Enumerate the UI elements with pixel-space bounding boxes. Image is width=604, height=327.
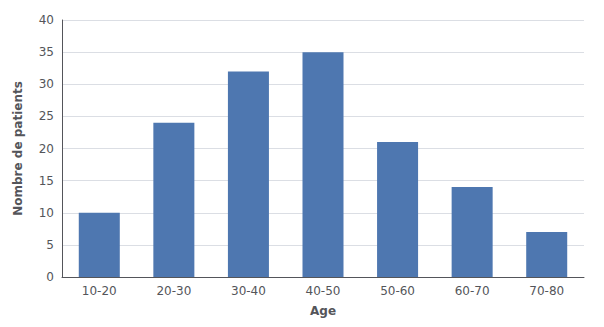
svg-text:70-80: 70-80 xyxy=(529,284,564,298)
svg-text:35: 35 xyxy=(39,45,54,59)
svg-text:Nombre de patients: Nombre de patients xyxy=(11,81,25,216)
svg-text:40-50: 40-50 xyxy=(306,284,341,298)
svg-text:50-60: 50-60 xyxy=(380,284,415,298)
svg-text:30-40: 30-40 xyxy=(231,284,266,298)
svg-text:15: 15 xyxy=(39,174,54,188)
svg-text:20: 20 xyxy=(39,142,54,156)
svg-text:5: 5 xyxy=(46,238,54,252)
svg-text:0: 0 xyxy=(46,270,54,284)
svg-text:30: 30 xyxy=(39,77,54,91)
svg-text:40: 40 xyxy=(39,13,54,27)
svg-text:Age: Age xyxy=(310,304,336,318)
svg-text:10-20: 10-20 xyxy=(82,284,117,298)
svg-text:25: 25 xyxy=(39,109,54,123)
svg-text:10: 10 xyxy=(39,206,54,220)
svg-text:60-70: 60-70 xyxy=(455,284,490,298)
svg-text:20-30: 20-30 xyxy=(156,284,191,298)
